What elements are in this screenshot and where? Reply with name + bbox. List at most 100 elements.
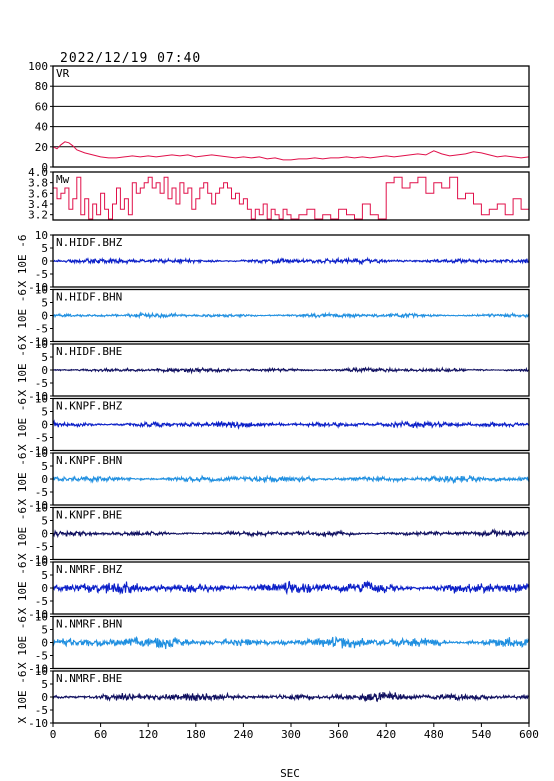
series-trace-1 xyxy=(53,176,530,220)
y-tick-label: -5 xyxy=(35,595,48,608)
series-trace-6 xyxy=(52,474,530,485)
y-tick-label: 80 xyxy=(35,80,48,93)
y-tick-label: 5 xyxy=(41,624,48,637)
panel-title: VR xyxy=(56,67,70,80)
y-tick-label: -5 xyxy=(35,486,48,499)
y-tick-label: 5 xyxy=(41,678,48,691)
x-tick-label: 360 xyxy=(329,728,349,741)
x-tick-label: 240 xyxy=(233,728,253,741)
y-tick-label: 3.2 xyxy=(28,209,48,222)
y-tick-label: 0 xyxy=(41,255,48,268)
series-trace-4 xyxy=(52,366,530,375)
series-trace-5 xyxy=(52,419,529,430)
y-tick-label: 4.0 xyxy=(28,166,48,179)
y-axis-label: X 10E -6 xyxy=(16,235,29,288)
y-tick-label: 5 xyxy=(41,515,48,528)
y-tick-label: 5 xyxy=(41,406,48,419)
y-axis-label: X 10E -6 xyxy=(16,453,29,506)
y-axis-label: X 10E -6 xyxy=(16,616,29,669)
panel-title: N.KNPF.BHN xyxy=(56,454,122,467)
y-tick-label: 0 xyxy=(41,310,48,323)
y-tick-label: -10 xyxy=(28,608,48,621)
y-tick-label: 10 xyxy=(35,447,48,460)
y-tick-label: -10 xyxy=(28,445,48,458)
series-trace-3 xyxy=(52,311,530,320)
panel-title: N.NMRF.BHE xyxy=(56,672,122,685)
panel-title: N.KNPF.BHE xyxy=(56,509,122,522)
panel-title: N.NMRF.BHN xyxy=(56,618,122,631)
y-tick-label: 3.4 xyxy=(28,198,48,211)
y-tick-label: 5 xyxy=(41,460,48,473)
y-tick-label: 10 xyxy=(35,611,48,624)
y-tick-label: 10 xyxy=(35,284,48,297)
panel-title: N.HIDF.BHZ xyxy=(56,236,123,249)
panels: 100806040200VR4.03.83.63.43.2Mw1050-5-10… xyxy=(16,60,530,730)
x-tick-label: 120 xyxy=(138,728,158,741)
y-tick-label: -5 xyxy=(35,650,48,663)
y-tick-label: 3.8 xyxy=(28,177,48,190)
x-tick-label: 60 xyxy=(94,728,107,741)
y-tick-label: 10 xyxy=(35,556,48,569)
y-tick-label: 10 xyxy=(35,502,48,515)
x-tick-label: 540 xyxy=(471,728,491,741)
y-axis-label: X 10E -6 xyxy=(16,671,29,724)
header-datetime: 2022/12/19 07:40 xyxy=(60,51,201,66)
panel-0: 100 80 60 40 20 0 VR xyxy=(28,60,530,174)
panel-title: N.KNPF.BHZ xyxy=(56,400,123,413)
x-tick-label: 300 xyxy=(281,728,301,741)
y-tick-label: 0 xyxy=(41,473,48,486)
y-tick-label: -10 xyxy=(28,717,48,730)
series-trace-10 xyxy=(52,690,529,703)
series-trace-0 xyxy=(52,141,530,161)
y-tick-label: -5 xyxy=(35,432,48,445)
y-tick-label: 0 xyxy=(41,364,48,377)
y-axis-label: X 10E -6 xyxy=(16,398,29,451)
series-trace-2 xyxy=(52,256,530,266)
y-tick-label: 20 xyxy=(35,141,48,154)
x-axis: 0 60 120 180 240 300 360 420 480 540 600 xyxy=(50,723,539,741)
y-tick-label: 10 xyxy=(35,665,48,678)
y-tick-label: 0 xyxy=(41,528,48,541)
y-tick-label: 5 xyxy=(41,297,48,310)
panel-title: N.HIDF.BHE xyxy=(56,345,122,358)
x-tick-label: 0 xyxy=(50,728,57,741)
y-tick-label: 0 xyxy=(41,419,48,432)
y-tick-label: 100 xyxy=(28,60,48,73)
y-tick-label: 0 xyxy=(41,161,48,174)
x-axis-label: SEC xyxy=(280,767,300,780)
y-tick-label: 10 xyxy=(35,338,48,351)
series-trace-8 xyxy=(52,580,530,596)
x-tick-label: 600 xyxy=(519,728,539,741)
y-tick-label: 3.6 xyxy=(28,187,48,200)
y-tick-label: -10 xyxy=(28,499,48,512)
y-tick-label: 0 xyxy=(41,637,48,650)
y-tick-label: -5 xyxy=(35,541,48,554)
y-tick-label: -5 xyxy=(35,323,48,336)
y-axis-label: X 10E -6 xyxy=(16,289,29,342)
panel-title: N.HIDF.BHN xyxy=(56,291,122,304)
series-trace-7 xyxy=(52,528,530,539)
y-axis-label: X 10E -6 xyxy=(16,507,29,560)
y-axis-label: X 10E -6 xyxy=(16,344,29,397)
y-tick-label: -5 xyxy=(35,704,48,717)
panel-frame xyxy=(52,65,530,168)
y-tick-label: 40 xyxy=(35,121,48,134)
y-tick-label: 5 xyxy=(41,351,48,364)
y-tick-label: -10 xyxy=(28,390,48,403)
panel-title: N.NMRF.BHZ xyxy=(56,563,123,576)
y-tick-label: -5 xyxy=(35,268,48,281)
y-tick-label: -10 xyxy=(28,554,48,567)
y-axis-label: X 10E -6 xyxy=(16,562,29,615)
x-tick-label: 480 xyxy=(424,728,444,741)
y-tick-label: 10 xyxy=(35,229,48,242)
